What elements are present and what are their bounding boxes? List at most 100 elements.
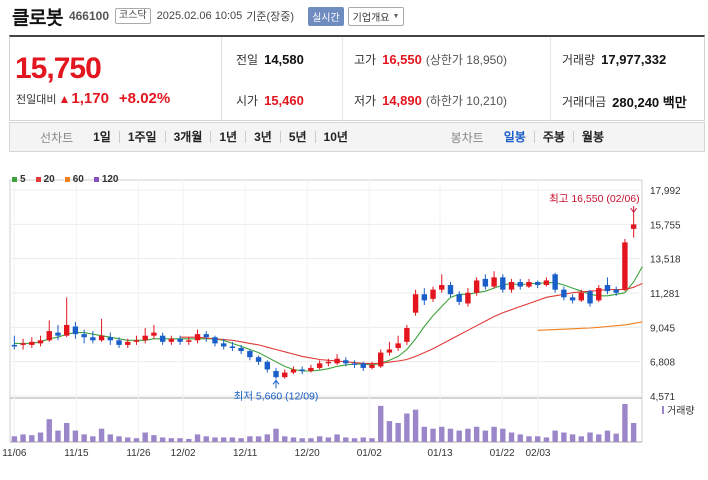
candle-body [412,294,419,313]
candle-weekly[interactable]: 주봉 [533,131,573,143]
candle-body [482,278,489,287]
candle-body [203,334,209,338]
volume-bar [37,432,44,442]
volume-bar [264,434,271,442]
candle-body [543,280,550,286]
volume-bar [255,436,262,442]
company-info-dropdown[interactable]: 기업개요 ▼ [347,6,405,26]
candle-body [299,369,305,371]
period-5y[interactable]: 5년 [279,131,315,143]
volume-label: 거래량 [667,405,695,417]
volume-bar [282,436,288,442]
high-arrowhead-icon [630,207,638,213]
volume-bar [369,438,375,442]
y-tick-label: 11,281 [650,289,680,300]
volume-bar [421,426,428,442]
legend-ma20: 20 [35,174,55,185]
quote-panel: 15,750 전일대비 ▲ 1,170 +8.02% 전일 14,580 시가 … [9,35,705,121]
volume-bar [526,436,532,442]
candle-body [473,280,480,293]
trade-amount: 거래대금 280,240 백만 [562,92,687,111]
candle-periods: 봉차트 일봉 주봉 월봉 [451,129,612,146]
volume-bar [569,434,576,442]
quote-basis: 기준(장중) [246,11,295,23]
period-1d[interactable]: 1일 [93,130,111,144]
candle-body [561,289,567,298]
candle-body [98,335,105,341]
change-value: 1,170 [71,90,109,107]
divider [342,37,343,121]
period-1y[interactable]: 1년 [210,131,245,143]
candle-body [351,363,358,365]
quote-date: 2025.02.06 10:05 [156,10,243,22]
volume-bar [404,413,410,442]
company-info-label: 기업개요 [352,12,390,24]
period-3y[interactable]: 3년 [245,131,280,143]
volume-bar [194,434,201,442]
volume-bar [203,436,209,442]
candle-body [63,324,70,336]
chevron-down-icon: ▼ [392,12,400,20]
candle-body [613,289,619,293]
stock-chart[interactable]: 5 20 60 120 17,992 15,755 13,518 11,281 9,04… [0,170,708,480]
chart-toolbar: 선차트 1일 1주일 3개월 1년 3년 5년 10년 봉차트 일봉 주봉 월봉 [9,122,705,152]
candle-body [369,364,375,368]
x-tick-label: 11/15 [64,448,89,459]
volume-value: 17,977,332 [601,52,667,67]
x-tick-label: 12/02 [171,448,196,459]
volume-bar [334,434,340,442]
candle-body [264,361,271,370]
candle-body [587,291,593,304]
low-arrowhead-icon [272,379,280,385]
volume-bar [343,437,349,442]
volume-bar [273,428,279,442]
change-label: 전일대비 [16,93,57,106]
candle-body [177,338,183,342]
candle-monthly[interactable]: 월봉 [572,131,612,143]
low-value: 14,890 [382,93,422,108]
candle-body [29,341,35,345]
volume-bar [377,405,384,442]
volume-bar [500,428,506,442]
candle-body [168,338,175,342]
volume-bar [412,409,419,442]
high-price: 고가 16,550 (상한가 18,950) [354,51,507,68]
y-tick-label: 9,045 [650,323,675,334]
candle-body [325,361,332,364]
volume-bar [55,430,61,442]
candle-body [386,349,393,353]
candle-body [282,372,288,378]
candle-body [159,335,166,342]
realtime-button[interactable]: 실시간 [308,6,344,26]
y-tick-label: 17,992 [650,186,681,197]
x-tick-label: 12/11 [233,448,258,459]
candle-body [133,340,140,342]
volume-bar [98,428,105,442]
volume-bar [168,438,175,442]
prev-close: 전일 14,580 [236,51,304,68]
volume-bar [543,437,550,442]
low-price: 저가 14,890 (하한가 10,210) [354,92,507,109]
chart-canvas[interactable]: 17,992 15,755 13,518 11,281 9,045 6,808 4,571 1… [0,170,708,480]
candle-daily[interactable]: 일봉 [503,130,526,144]
volume-bar [465,428,471,442]
high-label: 고가 [354,53,377,67]
candle-body [395,343,401,348]
candle-body [81,334,87,338]
candle-body [90,337,96,341]
ma-legend: 5 20 60 120 [12,174,129,185]
x-tick-label: 11/26 [126,448,151,459]
volume-bar [534,436,541,442]
volume-bar [325,437,332,442]
volume-bar [125,437,131,442]
period-10y[interactable]: 10년 [314,131,356,143]
period-3m[interactable]: 3개월 [164,131,211,143]
candle-body [255,357,262,362]
volume-bar [220,437,227,442]
volume-bar [622,404,628,442]
period-1w[interactable]: 1주일 [118,131,165,143]
candle-body [290,369,297,373]
volume-bar [142,432,148,442]
volume-bar [552,430,558,442]
volume-bar [177,438,183,442]
